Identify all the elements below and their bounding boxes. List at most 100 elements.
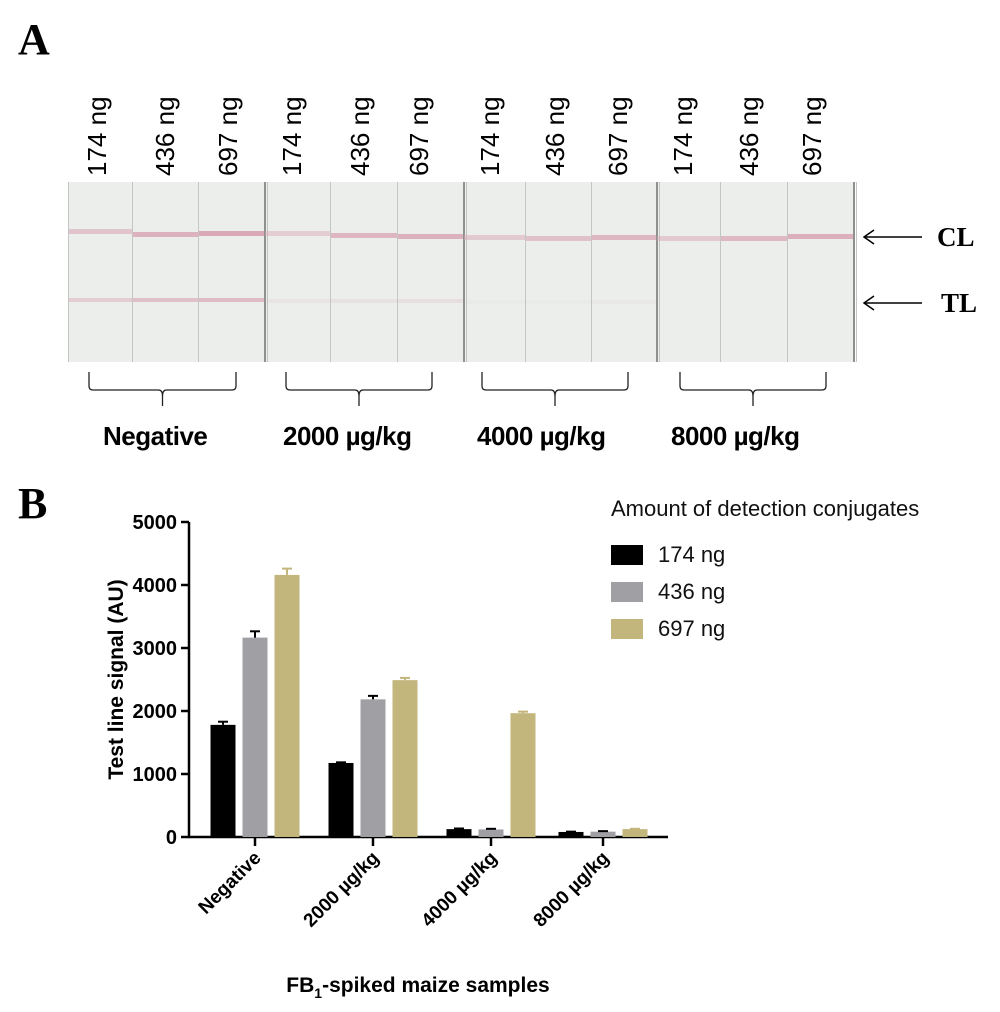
test-line-band: [592, 300, 656, 304]
strip-divider: [656, 182, 658, 362]
bar: [478, 829, 504, 837]
test-line-band: [464, 300, 525, 304]
strip-divider: [720, 182, 721, 362]
control-line-band: [265, 231, 330, 236]
control-line-band: [199, 231, 264, 236]
lane-label: 174 ng: [82, 96, 112, 176]
legend-swatch: [611, 619, 643, 639]
test-line-band: [69, 298, 132, 302]
strip-divider: [267, 182, 268, 362]
x-axis-label-main: FB: [286, 974, 314, 997]
y-tick-label: 5000: [133, 512, 178, 534]
legend-swatch: [611, 545, 643, 565]
lane-label: 174 ng: [668, 96, 698, 176]
strip-divider: [787, 182, 788, 362]
tl-label: TL: [941, 288, 978, 318]
control-line-band: [69, 229, 132, 234]
group-brackets-svg: [285, 372, 827, 406]
lane-label: 697 ng: [797, 96, 827, 176]
line-arrows: [862, 229, 922, 311]
control-line-band: [592, 235, 656, 240]
test-line-band: [526, 300, 591, 304]
legend-swatch: [611, 582, 643, 602]
legend-label: 174 ng: [658, 542, 726, 567]
bar: [590, 831, 616, 837]
control-line-band: [133, 232, 198, 237]
x-axis-label-rest: -spiked maize samples: [322, 974, 550, 997]
strip-divider: [853, 182, 855, 362]
bar: [446, 829, 472, 837]
lane-label: 697 ng: [404, 96, 434, 176]
y-tick-label: 0: [166, 827, 177, 849]
y-tick-label: 3000: [133, 638, 178, 660]
strip-divider: [264, 182, 266, 362]
bar: [242, 637, 268, 837]
legend-title: Amount of detection conjugates: [611, 496, 920, 521]
test-line-band: [398, 299, 463, 303]
tl-arrow-icon: [862, 295, 922, 311]
legend-item: 174 ng: [611, 542, 726, 567]
test-line-band: [331, 299, 397, 303]
bar: [392, 680, 418, 837]
lane-label: 436 ng: [540, 96, 570, 176]
strip-divider: [591, 182, 592, 362]
strip-divider: [466, 182, 467, 362]
control-line-band: [657, 236, 720, 241]
legend-label: 697 ng: [658, 616, 726, 641]
test-line-band: [265, 299, 330, 303]
legend-label: 436 ng: [658, 579, 726, 604]
strip-divider: [397, 182, 398, 362]
group-label: 2000 µg/kg: [283, 421, 412, 451]
group-label: 8000 µg/kg: [671, 421, 800, 451]
lane-label: 697 ng: [213, 96, 243, 176]
bracket-negative: [88, 372, 237, 406]
strip-divider: [856, 182, 857, 362]
group-brackets: [88, 372, 237, 406]
x-axis-label: FB1-spiked maize samples: [286, 974, 549, 1001]
x-axis-label-subscript: 1: [314, 985, 322, 1001]
bar-chart: 0 1000 2000 3000 4000 5000 Test line signal (A…: [105, 512, 668, 1001]
cl-arrow-icon: [862, 229, 922, 245]
strip-divider: [463, 182, 465, 362]
control-line-band: [526, 236, 591, 241]
bar: [274, 574, 300, 837]
bracket-8000: [679, 372, 827, 406]
y-tick-label: 4000: [133, 575, 178, 597]
lane-label: 174 ng: [475, 96, 505, 176]
y-tick-label: 2000: [133, 701, 178, 723]
lane-label: 697 ng: [603, 96, 633, 176]
legend-item: 697 ng: [611, 616, 726, 641]
x-tick-label: 2000 µg/kg: [300, 848, 384, 932]
lane-label: 436 ng: [150, 96, 180, 176]
control-line-band: [464, 235, 525, 240]
bar: [558, 831, 584, 837]
control-line-band: [788, 234, 853, 239]
bar: [622, 829, 648, 837]
panel-a-letter: A: [18, 15, 50, 64]
strip-divider: [68, 182, 69, 362]
panel-b-letter: B: [18, 479, 48, 528]
bracket-2000: [285, 372, 433, 406]
strip-divider: [330, 182, 331, 362]
y-tick-label: 1000: [133, 764, 178, 786]
control-line-band: [331, 233, 397, 238]
strip-divider: [198, 182, 199, 362]
lateral-flow-strips-photo: [68, 182, 857, 362]
test-line-band: [199, 298, 264, 302]
strip-divider: [132, 182, 133, 362]
x-tick-label: 4000 µg/kg: [418, 848, 502, 932]
bar: [510, 713, 536, 837]
bar: [328, 762, 354, 837]
y-axis-label: Test line signal (AU): [105, 579, 128, 779]
lane-label: 436 ng: [345, 96, 375, 176]
group-label: Negative: [103, 421, 208, 451]
bracket-4000: [481, 372, 629, 406]
group-label: 4000 µg/kg: [477, 421, 606, 451]
test-line-band: [133, 298, 198, 302]
control-line-band: [398, 234, 463, 239]
x-tick-label: 8000 µg/kg: [530, 848, 614, 932]
bar: [360, 699, 386, 837]
lane-label: 174 ng: [277, 96, 307, 176]
x-tick-label: Negative: [195, 848, 266, 919]
strip-divider: [659, 182, 660, 362]
